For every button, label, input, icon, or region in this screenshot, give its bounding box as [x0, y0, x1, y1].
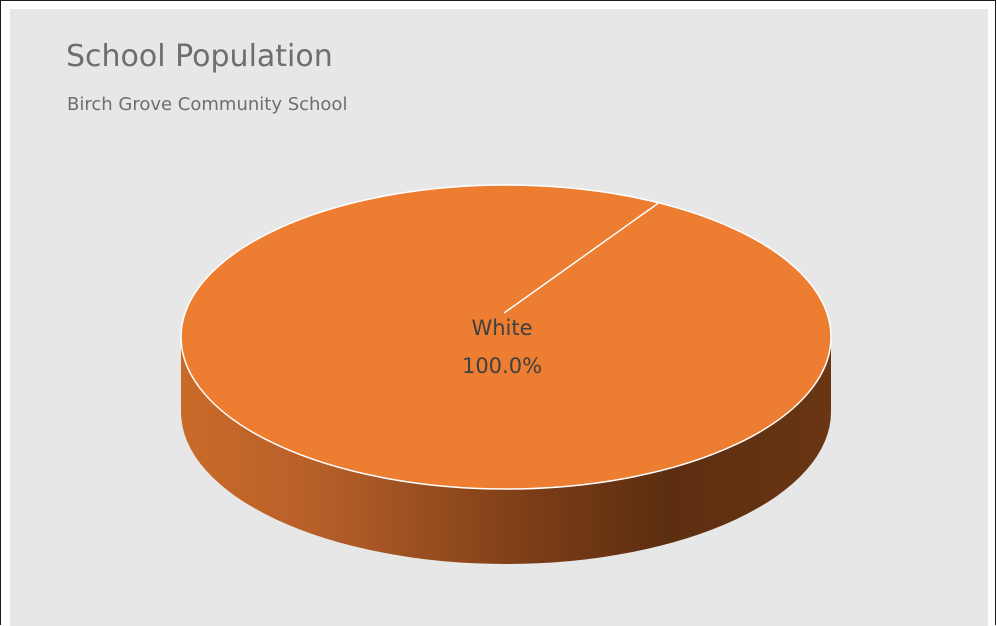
pie-slice-white[interactable]: [180, 184, 832, 490]
pie-slice-side[interactable]: [181, 337, 831, 564]
data-label-percent: 100.0%: [462, 354, 542, 378]
chart-title: School Population: [66, 39, 333, 74]
data-label-category: White: [471, 316, 532, 340]
chart-subtitle: Birch Grove Community School: [67, 94, 348, 115]
data-label-leader-line: [503, 202, 659, 314]
